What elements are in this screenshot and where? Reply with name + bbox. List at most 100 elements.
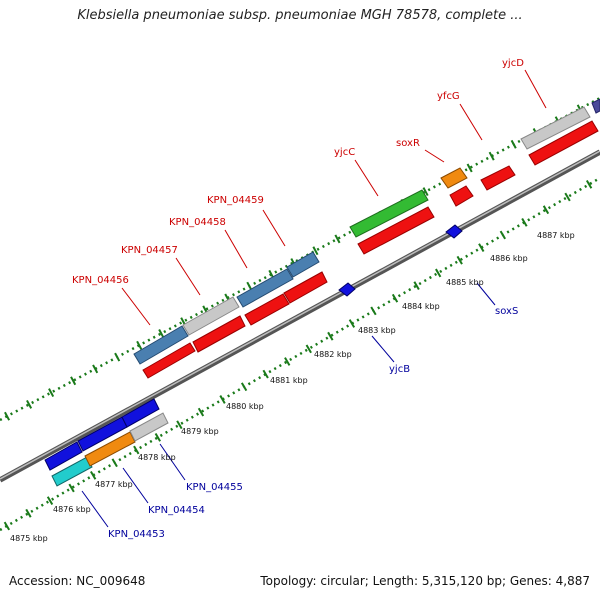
major-tick — [25, 508, 32, 518]
major-tick — [136, 340, 143, 350]
major-tick — [3, 521, 11, 531]
major-tick — [70, 376, 77, 386]
gene-label-kpn-04459[interactable]: KPN_04459 — [207, 195, 264, 206]
major-tick — [413, 281, 420, 290]
major-tick — [158, 329, 165, 338]
major-tick — [114, 352, 121, 362]
scale-label: 4882 kbp — [314, 350, 352, 359]
major-tick — [48, 388, 55, 398]
scale-label: 4887 kbp — [537, 231, 575, 240]
gene-label-kpn-04456[interactable]: KPN_04456 — [72, 275, 129, 286]
gene-label-kpn-04453[interactable]: KPN_04453 — [108, 529, 165, 540]
major-tick — [370, 306, 377, 316]
forward-gene-labels: KPN_04456 KPN_04457 KPN_04458 KPN_04459 … — [72, 58, 524, 286]
gene-label-kpn-04458[interactable]: KPN_04458 — [169, 217, 226, 228]
gene-kpn-04454-feature[interactable] — [84, 431, 136, 467]
gene-label-yjcc[interactable]: yjcC — [334, 147, 355, 158]
gene-offscreen-feature[interactable] — [591, 98, 600, 114]
reverse-gene-labels: KPN_04453 KPN_04454 KPN_04455 yjcB soxS — [108, 306, 518, 540]
major-tick — [68, 483, 75, 493]
gene-label-soxs[interactable]: soxS — [495, 306, 518, 317]
gene-soxr-feature[interactable] — [440, 167, 468, 189]
gene-kpn-04455-feature[interactable] — [129, 412, 169, 442]
major-tick — [111, 458, 118, 468]
gene-label-yjcd[interactable]: yjcD — [502, 58, 524, 69]
major-tick — [327, 331, 334, 341]
major-tick — [197, 407, 205, 417]
major-tick — [422, 187, 429, 197]
gene-label-yjcb[interactable]: yjcB — [389, 364, 410, 375]
scale-label: 4878 kbp — [138, 453, 176, 462]
gene-kpn-04453-arrow[interactable] — [44, 441, 83, 471]
forward-strand-genes — [133, 98, 600, 379]
major-tick — [478, 243, 485, 253]
gene-kpn-04457-feature[interactable] — [182, 296, 240, 336]
scale-label: 4885 kbp — [446, 278, 484, 287]
gene-label-kpn-04455[interactable]: KPN_04455 — [186, 482, 243, 493]
reverse-strand-genes — [44, 224, 463, 487]
major-tick — [154, 433, 161, 442]
gene-yjcd-arrow[interactable] — [528, 120, 599, 166]
major-tick — [133, 445, 140, 455]
gene-label-yfcg[interactable]: yfcG — [437, 91, 460, 102]
major-tick — [92, 364, 99, 374]
major-tick — [499, 230, 506, 240]
topology-summary-text: Topology: circular; Length: 5,315,120 bp… — [260, 574, 590, 588]
gene-label-kpn-04457[interactable]: KPN_04457 — [121, 245, 178, 256]
scale-label: 4884 kbp — [402, 302, 440, 311]
gene-kpn-04459-arrow[interactable] — [283, 271, 328, 304]
gene-kpn-04456-arrow[interactable] — [142, 342, 196, 379]
major-tick — [391, 293, 399, 303]
major-tick — [542, 205, 550, 215]
major-tick — [46, 496, 54, 506]
major-tick — [456, 255, 463, 265]
major-tick — [176, 420, 183, 430]
major-tick — [284, 357, 291, 366]
genome-backbone — [0, 149, 600, 483]
gene-soxr-arrow[interactable] — [449, 185, 474, 207]
gene-yjcc-feature[interactable] — [349, 189, 429, 238]
gene-label-kpn-04454[interactable]: KPN_04454 — [148, 505, 205, 516]
major-tick — [510, 139, 517, 149]
scale-label: 4886 kbp — [490, 254, 528, 263]
gene-kpn-04457-arrow[interactable] — [192, 315, 246, 353]
gene-kpn-04458-arrow[interactable] — [244, 293, 290, 326]
major-tick — [312, 246, 319, 256]
scale-label: 4876 kbp — [53, 505, 91, 514]
major-tick — [240, 382, 248, 392]
scale-label: 4881 kbp — [270, 376, 308, 385]
gene-soxs-arrow[interactable] — [445, 224, 463, 239]
major-tick — [488, 151, 495, 161]
gene-yjcb-arrow[interactable] — [338, 282, 356, 297]
major-tick — [90, 470, 97, 480]
lower-tick-track — [0, 176, 600, 532]
gene-kpn-04453-feature[interactable] — [51, 456, 93, 487]
major-tick — [348, 319, 356, 328]
major-tick — [466, 163, 473, 173]
major-tick — [26, 399, 33, 409]
scale-label: 4880 kbp — [226, 402, 264, 411]
major-tick — [564, 192, 571, 202]
major-tick — [4, 411, 11, 421]
gene-kpn-04459-feature[interactable] — [286, 251, 320, 278]
scale-label: 4883 kbp — [358, 326, 396, 335]
major-tick — [219, 395, 226, 404]
map-title: Klebsiella pneumoniae subsp. pneumoniae … — [77, 8, 523, 23]
gene-label-soxr[interactable]: soxR — [396, 138, 420, 149]
major-tick — [585, 180, 593, 189]
scale-label: 4875 kbp — [10, 534, 48, 543]
major-tick — [435, 268, 442, 278]
gene-kpn-04458-feature[interactable] — [236, 268, 294, 308]
major-tick — [305, 344, 312, 354]
reverse-label-leaders — [81, 282, 496, 528]
major-tick — [521, 217, 528, 227]
major-tick — [262, 369, 269, 379]
scale-label: 4877 kbp — [95, 480, 133, 489]
gene-yjcc-arrow[interactable] — [357, 206, 435, 255]
gene-kpn-04455-arrow[interactable] — [121, 398, 160, 428]
gene-yfcg-arrow[interactable] — [480, 165, 516, 191]
gene-yjcd-feature[interactable] — [520, 106, 591, 150]
scale-label: 4879 kbp — [181, 427, 219, 436]
gene-kpn-04456-feature[interactable] — [133, 325, 189, 365]
